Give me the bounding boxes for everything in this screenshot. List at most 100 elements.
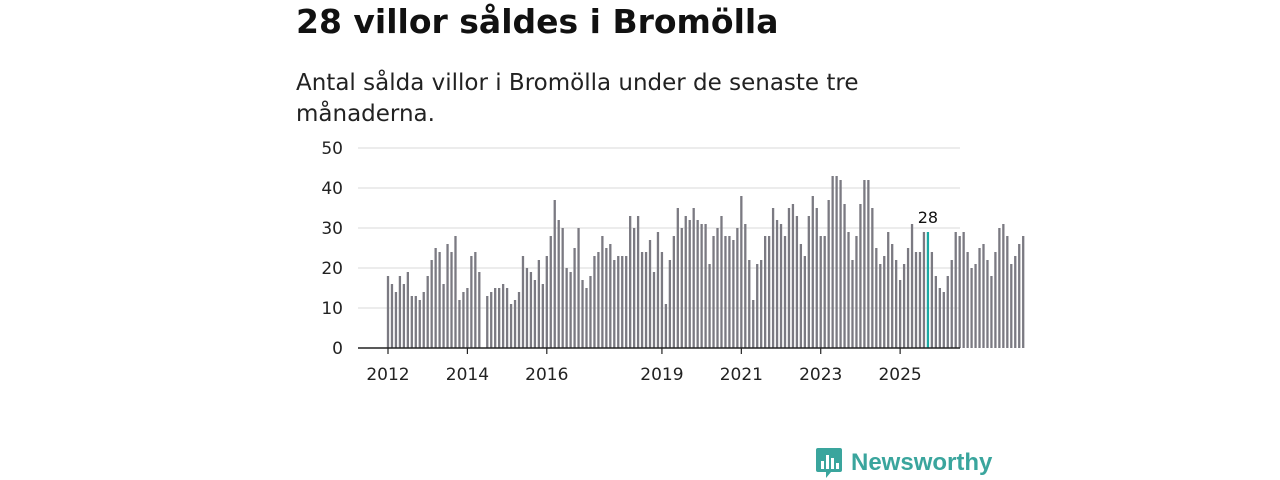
bar: [966, 252, 969, 348]
bar: [807, 216, 810, 348]
bar: [486, 296, 489, 348]
bar: [728, 236, 731, 348]
bar: [652, 272, 656, 348]
x-tick-label: 2023: [799, 365, 842, 385]
y-tick-label: 40: [321, 179, 343, 199]
bar: [625, 256, 628, 348]
bar: [970, 268, 973, 348]
bar: [438, 252, 441, 348]
bar: [390, 284, 394, 348]
bar: [656, 232, 660, 348]
bar: [712, 236, 715, 348]
bar: [950, 260, 953, 348]
bar: [914, 252, 918, 348]
bar: [597, 252, 600, 348]
bar: [446, 244, 449, 348]
bar: [494, 288, 497, 348]
bar: [732, 240, 735, 348]
bar: [478, 272, 481, 348]
bar: [533, 280, 537, 348]
bar: [982, 244, 985, 348]
bar: [561, 228, 564, 348]
bar: [501, 284, 505, 348]
bar: [898, 280, 902, 348]
bar: [1006, 236, 1009, 348]
x-tick-label: 2019: [640, 365, 683, 385]
y-tick-label: 10: [321, 299, 343, 319]
bar: [910, 224, 914, 348]
bar: [843, 204, 846, 348]
bar: [867, 180, 870, 348]
bar: [791, 204, 795, 348]
bar: [466, 288, 469, 348]
bar: [442, 284, 445, 348]
bar: [990, 276, 993, 348]
x-tick-label: 2014: [446, 365, 489, 385]
bar: [426, 276, 429, 348]
bar: [906, 248, 910, 348]
bar: [946, 276, 949, 348]
bar: [632, 228, 636, 348]
bar: [394, 292, 398, 348]
bar: [565, 268, 568, 348]
bar: [902, 264, 906, 348]
bar: [585, 288, 588, 348]
bar: [660, 252, 664, 348]
bar: [505, 288, 509, 348]
bar: [549, 236, 552, 348]
bar: [418, 300, 421, 348]
bar: [879, 264, 882, 348]
bar: [934, 276, 938, 348]
bar: [871, 208, 874, 348]
newsworthy-brand: Newsworthy: [815, 446, 992, 480]
bar: [545, 256, 548, 348]
bar: [740, 196, 743, 348]
bar: [942, 292, 945, 348]
bar: [617, 256, 620, 348]
bar: [636, 216, 640, 348]
bar: [756, 264, 759, 348]
bar: [1018, 244, 1021, 348]
bar: [680, 228, 683, 348]
bar: [676, 208, 679, 348]
bar: [1022, 236, 1025, 348]
bar: [799, 244, 803, 348]
bar: [621, 256, 624, 348]
bar: [605, 248, 608, 348]
bar: [815, 208, 818, 348]
bar: [541, 284, 544, 348]
highlight-bar: [926, 232, 930, 348]
bar: [839, 180, 842, 348]
bar: [529, 272, 533, 348]
bar: [648, 240, 652, 348]
bar: [716, 228, 719, 348]
bar: [402, 284, 406, 348]
bar: [589, 276, 592, 348]
bar: [859, 204, 862, 348]
bar: [891, 244, 894, 348]
x-tick-label: 2025: [878, 365, 921, 385]
bar: [644, 252, 648, 348]
bar: [513, 300, 517, 348]
bar: [601, 236, 604, 348]
bar: [577, 228, 580, 348]
x-tick-label: 2016: [525, 365, 568, 385]
bar: [938, 288, 941, 348]
bar: [573, 248, 576, 348]
newsworthy-logo-icon: [816, 448, 842, 478]
bar: [450, 252, 453, 348]
bar: [521, 256, 525, 348]
bar: [767, 236, 771, 348]
bar: [474, 252, 477, 348]
bar: [962, 232, 965, 348]
highlight-data-label: 28: [918, 208, 938, 227]
bar: [688, 220, 691, 348]
bar: [720, 216, 723, 348]
bar: [954, 232, 957, 348]
bar: [783, 236, 787, 348]
bar: [525, 268, 529, 348]
bar: [668, 260, 672, 348]
bar: [752, 300, 755, 348]
bar: [795, 216, 799, 348]
x-tick-label: 2021: [720, 365, 763, 385]
